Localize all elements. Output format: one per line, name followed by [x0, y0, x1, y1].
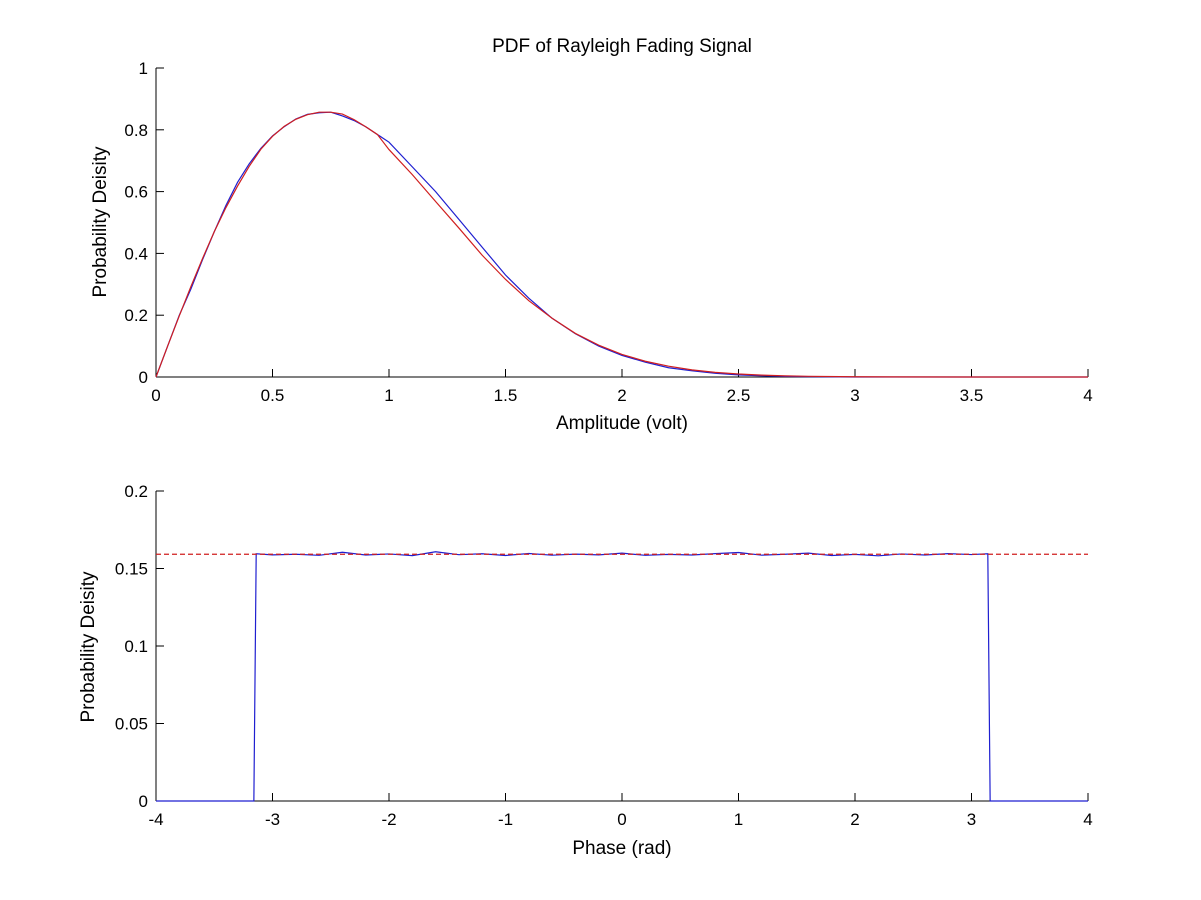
x-tick-label: 1 — [384, 386, 393, 405]
x-tick-label: -1 — [498, 810, 513, 829]
chart-1-title: PDF of Rayleigh Fading Signal — [492, 36, 752, 57]
y-tick-label: 0.05 — [115, 715, 148, 734]
y-tick-label: 0.8 — [124, 121, 148, 140]
x-tick-label: 3 — [850, 386, 859, 405]
x-tick-label: 0.5 — [261, 386, 285, 405]
chart-1-plot-area: 0 0.5 1 1.5 2 2.5 3 3.5 4 0 0.2 0.4 0.6 0.8 1 — [124, 59, 1092, 405]
y-tick-label: 0.4 — [124, 244, 148, 263]
x-tick-label: 2 — [617, 386, 626, 405]
x-tick-label: 4 — [1083, 810, 1092, 829]
y-tick-label: 0.2 — [124, 306, 148, 325]
x-tick-label: 4 — [1083, 386, 1092, 405]
x-tick-label: 2.5 — [727, 386, 751, 405]
x-tick-label: -2 — [381, 810, 396, 829]
x-tick-label: 1.5 — [494, 386, 518, 405]
y-tick-label: 0 — [139, 368, 148, 387]
chart-1-x-axis-label: Amplitude (volt) — [556, 413, 688, 434]
y-tick-label: 0 — [139, 792, 148, 811]
y-tick-label: 0.6 — [124, 183, 148, 202]
chart-2-plot-area: -4 -3 -2 -1 0 1 2 3 4 0 0.05 0.1 0.15 0.2 — [115, 482, 1093, 829]
chart-1-y-axis-label: Probability Deisity — [90, 146, 111, 297]
chart-2-y-axis-label: Probability Deisity — [78, 571, 99, 722]
y-tick-label: 0.2 — [124, 482, 148, 501]
series-line-1 — [155, 111, 1088, 378]
x-tick-label: 1 — [734, 810, 743, 829]
y-tick-label: 1 — [139, 59, 148, 78]
x-tick-label: -3 — [265, 810, 280, 829]
x-tick-label: 0 — [151, 386, 160, 405]
x-tick-label: -4 — [148, 810, 163, 829]
series-line-2 — [155, 111, 1088, 378]
y-tick-label: 0.15 — [115, 560, 148, 579]
x-tick-label: 3.5 — [960, 386, 984, 405]
chart-2-x-axis-label: Phase (rad) — [572, 838, 671, 859]
x-tick-label: 3 — [967, 810, 976, 829]
x-tick-label: 2 — [850, 810, 859, 829]
x-tick-label: 0 — [617, 810, 626, 829]
y-tick-label: 0.1 — [124, 637, 148, 656]
